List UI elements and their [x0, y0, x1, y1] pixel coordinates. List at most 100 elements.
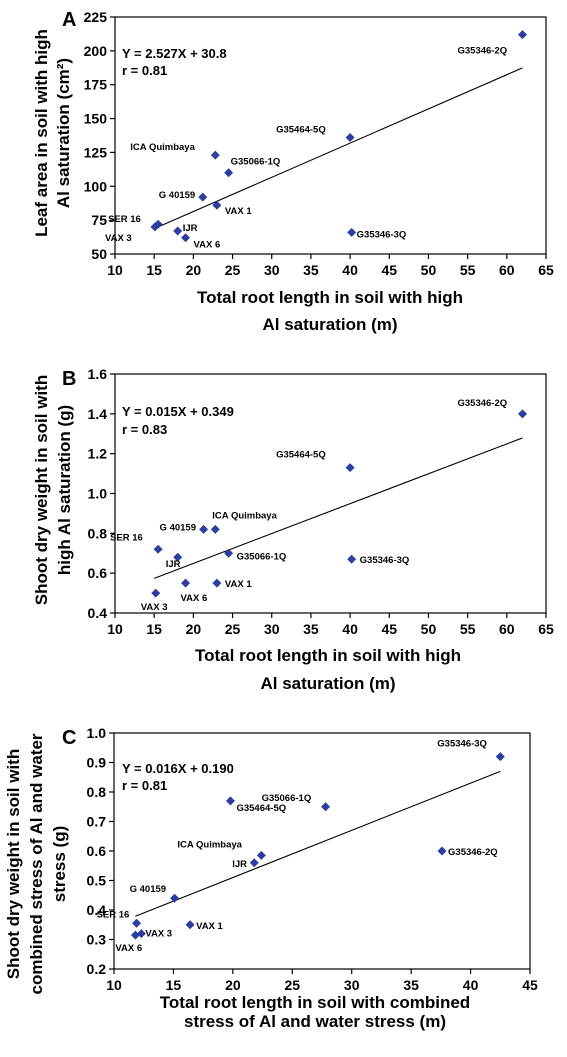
data-point	[181, 578, 191, 588]
x-tick-label: 10	[107, 621, 123, 637]
x-tick-label: 25	[284, 977, 300, 993]
data-point	[495, 752, 505, 762]
y-axis-title: high Al saturation (g)	[55, 405, 74, 575]
x-axis-title: Total root length in soil with high	[197, 288, 463, 307]
data-point	[150, 222, 160, 232]
y-tick-label: 175	[84, 77, 108, 93]
plot-area	[114, 16, 547, 255]
x-tick-label: 25	[225, 262, 241, 278]
x-tick-label: 10	[106, 977, 122, 993]
point-label: VAX 1	[196, 921, 223, 932]
y-tick-label: 0.5	[87, 873, 107, 889]
y-tick-label: 0.4	[88, 605, 108, 621]
x-tick-label: 45	[381, 262, 397, 278]
data-point	[321, 802, 331, 812]
point-label: SER 16	[97, 909, 130, 920]
y-tick-label: 0.8	[88, 525, 108, 541]
y-tick-label: 0.9	[87, 755, 107, 771]
x-tick-label: 40	[342, 262, 358, 278]
data-point	[210, 150, 220, 160]
point-label: VAX 3	[105, 233, 132, 244]
data-point	[225, 796, 235, 806]
x-axis-title: Total root length in soil with combined	[160, 993, 470, 1012]
point-label: VAX 6	[194, 240, 221, 251]
y-tick-label: 1.0	[88, 486, 108, 502]
point-label: VAX 3	[141, 602, 168, 613]
x-tick-label: 15	[146, 621, 162, 637]
x-tick-label: 30	[264, 621, 280, 637]
x-axis-title: Al saturation (m)	[260, 674, 395, 693]
y-axis-title: Shoot dry weight in soil with	[4, 749, 23, 979]
y-tick-label: 200	[84, 43, 108, 59]
x-tick-label: 30	[264, 262, 280, 278]
point-label: ICA Quimbaya	[130, 142, 195, 153]
chart-panel-b: B 10 15 20 25 30 35 40 45 50 55 60 65 0.4 0.6 0.8 1.0 1.2…	[32, 366, 554, 693]
y-tick-label: 1.0	[87, 725, 107, 741]
regression-equation: Y = 2.527X + 30.8	[122, 46, 227, 61]
point-label: ICA Quimbaya	[177, 839, 242, 850]
point-label: SER 16	[108, 214, 141, 225]
point-label: VAX 1	[225, 579, 252, 590]
x-tick-label: 25	[225, 621, 241, 637]
point-label: G35346-3Q	[357, 229, 407, 240]
x-tick-label: 30	[344, 977, 360, 993]
data-point	[347, 554, 357, 564]
x-tick-label: 55	[460, 262, 476, 278]
point-label: G 40159	[130, 884, 166, 895]
data-point	[224, 548, 234, 558]
y-tick-label: 1.6	[88, 366, 108, 382]
data-point	[345, 463, 355, 473]
data-point	[210, 524, 220, 534]
x-tick-label: 50	[421, 621, 437, 637]
point-label: G35464-5Q	[276, 125, 326, 136]
y-tick-label: 1.4	[88, 406, 108, 422]
x-tick-label: 35	[303, 262, 319, 278]
point-label: VAX 3	[145, 929, 172, 940]
data-point	[517, 30, 527, 40]
x-tick-label: 35	[303, 621, 319, 637]
x-tick-label: 35	[403, 977, 419, 993]
data-point	[224, 168, 234, 178]
y-tick-label: 75	[91, 212, 107, 228]
data-point	[198, 192, 208, 202]
data-point	[212, 200, 222, 210]
y-tick-label: 50	[91, 246, 107, 262]
y-tick-label: 225	[84, 9, 108, 25]
data-point	[173, 552, 183, 562]
x-tick-label: 60	[499, 621, 515, 637]
x-tick-label: 60	[499, 262, 515, 278]
trend-line	[153, 437, 523, 579]
data-point	[256, 850, 266, 860]
data-point	[199, 524, 209, 534]
data-point	[185, 920, 195, 930]
x-axis-title: Al saturation (m)	[262, 315, 397, 334]
regression-equation: Y = 0.015X + 0.349	[122, 404, 234, 419]
y-tick-label: 0.2	[87, 961, 107, 977]
y-tick-label: 0.3	[87, 932, 107, 948]
panel-letter: A	[62, 9, 76, 31]
y-axis-title: Al saturation (cm²)	[54, 58, 73, 208]
x-tick-label: 45	[522, 977, 538, 993]
y-tick-label: 0.6	[87, 843, 107, 859]
x-tick-label: 65	[538, 621, 554, 637]
data-point	[437, 846, 447, 856]
trend-line	[135, 770, 501, 917]
x-tick-label: 10	[107, 262, 123, 278]
data-point	[170, 893, 180, 903]
regression-equation: Y = 0.016X + 0.190	[122, 761, 234, 776]
y-tick-label: 0.8	[87, 784, 107, 800]
chart-panel-a: A 10 15 20 25 30 35 40 45 50 55 60 65 50 75 100 125 150 17…	[32, 9, 554, 334]
data-point	[130, 930, 140, 940]
point-label: VAX 1	[225, 206, 252, 217]
data-point	[153, 544, 163, 554]
point-label: IJR	[166, 559, 181, 570]
correlation-coefficient: r = 0.81	[122, 778, 167, 793]
y-tick-label: 1.2	[88, 446, 108, 462]
y-tick-label: 0.7	[87, 814, 107, 830]
y-axis-title: combined stress of Al and water	[27, 733, 46, 994]
correlation-coefficient: r = 0.81	[122, 63, 167, 78]
panel-letter: B	[62, 368, 76, 390]
data-point	[517, 409, 527, 419]
x-tick-label: 40	[463, 977, 479, 993]
point-label: G35346-2Q	[457, 398, 507, 409]
